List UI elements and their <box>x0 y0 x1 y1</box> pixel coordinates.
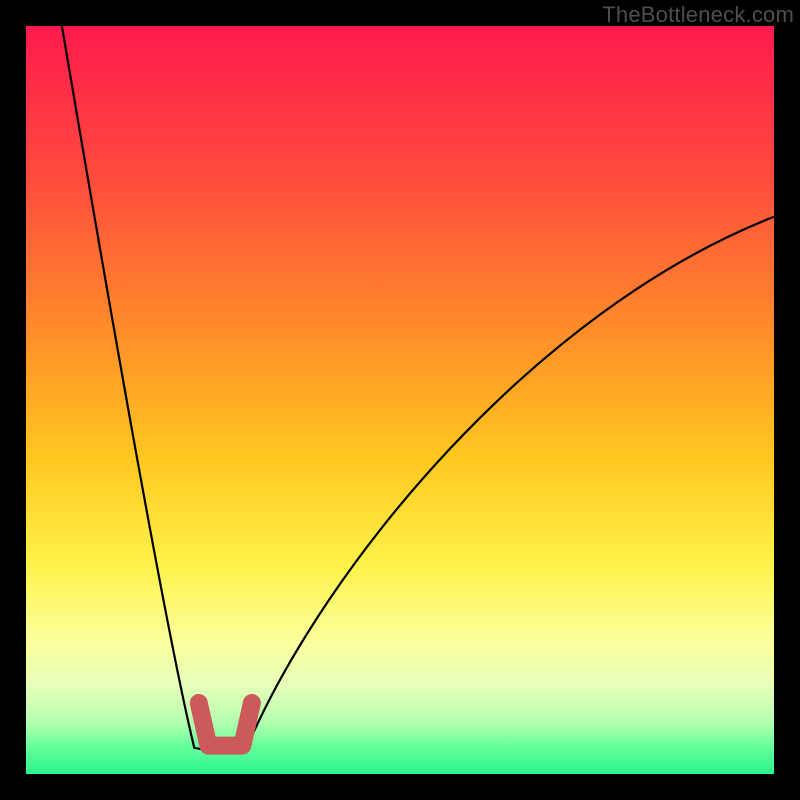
chart-svg <box>0 0 800 800</box>
chart-container: TheBottleneck.com <box>0 0 800 800</box>
watermark-text: TheBottleneck.com <box>602 2 794 28</box>
chart-background <box>26 26 774 774</box>
